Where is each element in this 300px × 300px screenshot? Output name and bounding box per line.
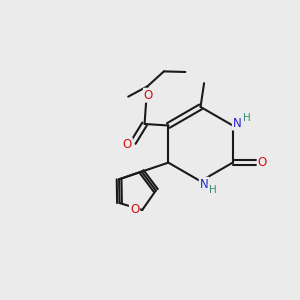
Text: N: N [233, 117, 242, 130]
Text: O: O [123, 138, 132, 151]
Text: H: H [243, 113, 251, 123]
Text: O: O [130, 203, 139, 217]
Text: N: N [200, 178, 208, 191]
Text: H: H [208, 184, 216, 194]
Text: O: O [144, 89, 153, 102]
Text: O: O [258, 156, 267, 169]
